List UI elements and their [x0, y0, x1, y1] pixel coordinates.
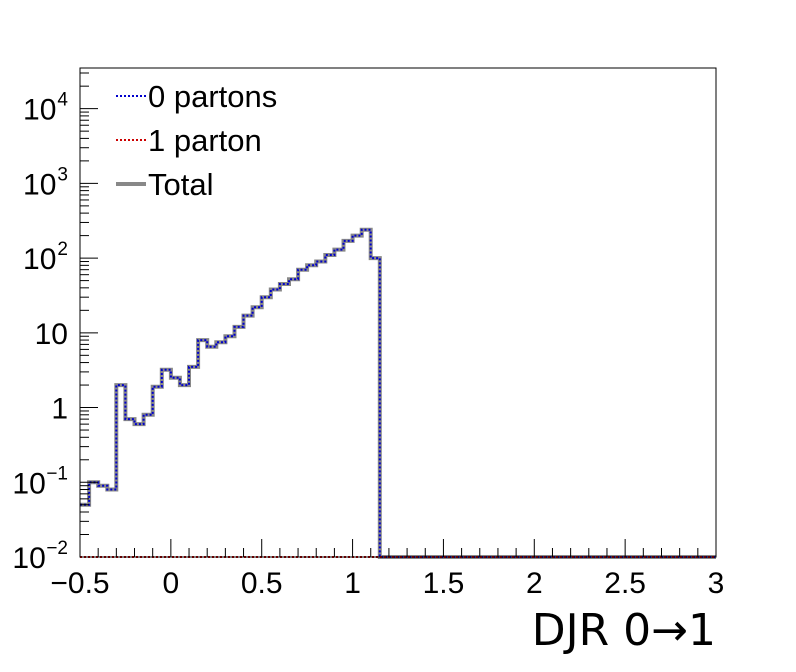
y-tick-label: 210 — [23, 239, 68, 276]
x-tick-label: 3 — [708, 567, 725, 600]
legend-entry-1-parton: 1 parton — [116, 123, 262, 158]
x-axis: −0.5 0 0.5 1 1.5 2 2.5 3 — [50, 539, 724, 600]
y-tick-exponent: 4 — [57, 90, 68, 111]
y-tick-base: 10 — [23, 94, 56, 127]
legend-label: Total — [148, 167, 213, 202]
y-tick-base: 1 — [51, 393, 68, 426]
x-tick-label: −0.5 — [50, 567, 109, 600]
y-tick-label: −110 — [12, 463, 68, 500]
plot-frame — [79, 67, 717, 558]
y-tick-base: 10 — [23, 168, 56, 201]
y-tick-base: 10 — [12, 542, 45, 575]
legend: 0 partons 1 parton Total — [116, 79, 277, 202]
x-axis-title: DJR 0→1 — [532, 605, 716, 656]
y-tick-base: 10 — [12, 467, 45, 500]
y-tick-label: 10 — [35, 318, 68, 351]
legend-label: 1 parton — [148, 123, 262, 158]
x-tick-label: 1.5 — [423, 567, 465, 600]
y-tick-base: 10 — [23, 243, 56, 276]
y-tick-label: 1 — [51, 393, 68, 426]
legend-entry-0-partons: 0 partons — [116, 79, 277, 114]
x-tick-label: 2.5 — [604, 567, 646, 600]
y-tick-label: −210 — [12, 538, 68, 575]
x-tick-label: 2 — [526, 567, 543, 600]
y-tick-label: 310 — [23, 164, 68, 201]
y-tick-exponent: −2 — [46, 538, 68, 559]
y-tick-label: 410 — [23, 90, 68, 127]
y-tick-exponent: 2 — [57, 239, 68, 260]
x-tick-label: 1 — [344, 567, 361, 600]
y-tick-exponent: 3 — [57, 164, 68, 185]
x-tick-label: 0 — [163, 567, 180, 600]
legend-label: 0 partons — [148, 79, 277, 114]
y-tick-base: 10 — [35, 318, 68, 351]
x-tick-label: 0.5 — [241, 567, 283, 600]
y-tick-exponent: −1 — [46, 463, 68, 484]
legend-entry-total: Total — [116, 167, 213, 202]
